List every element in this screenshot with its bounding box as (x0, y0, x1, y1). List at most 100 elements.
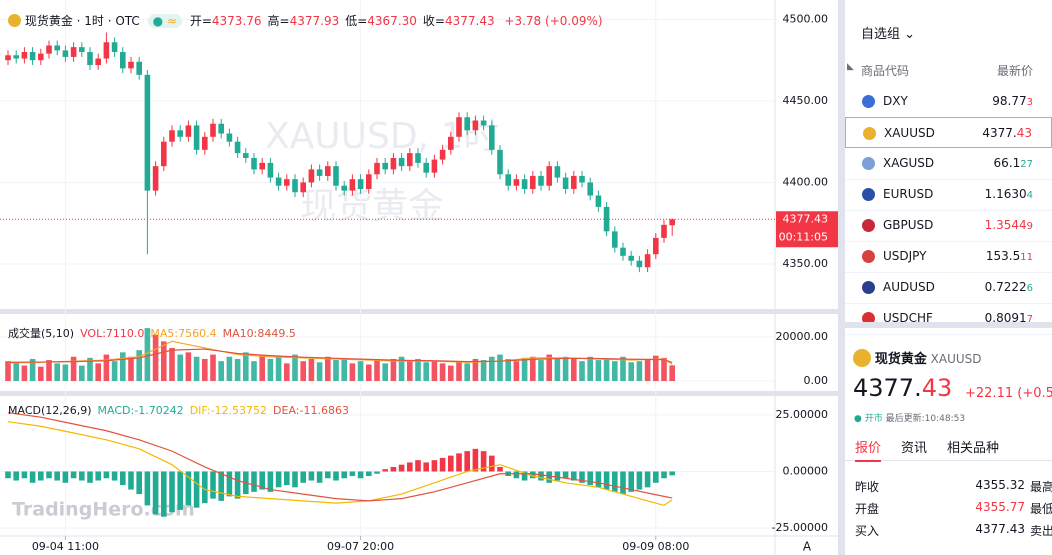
volume-bar (579, 361, 585, 381)
volume-bar (554, 358, 561, 381)
volume-bar (562, 356, 569, 381)
macd-bar (275, 471, 282, 488)
volume-bar (136, 350, 142, 381)
market-status: ● 开市 最后更新:10:48:53 (854, 414, 966, 424)
macd-bar (636, 471, 643, 490)
auto-button-label[interactable]: A (803, 540, 812, 554)
tab[interactable]: 相关品种 (947, 441, 1000, 456)
candle-body (456, 117, 462, 137)
tabs: 报价 资讯 相关品种 (845, 436, 1052, 462)
watchlist-row[interactable]: AUDUSD 0.72226 (845, 272, 1052, 304)
symbol-icon (862, 157, 875, 170)
side-panel: 自选组 ⌄ ◣ 商品代码 最新价 DXY 98.773 XAUUSD 4377.43 X… (845, 0, 1052, 555)
macd-bar (5, 471, 11, 479)
macd-bar (357, 471, 364, 479)
macd-bar (111, 471, 118, 481)
volume-bar (390, 358, 397, 381)
price: 4377. (982, 126, 1017, 140)
chart-area: XAUUSD, 1时 现货黄金 TradingHero.com 4500.004… (0, 0, 838, 555)
volume-bar (603, 358, 610, 381)
macd-bar (423, 462, 429, 472)
macd-bar (325, 471, 331, 479)
macd-bar (382, 469, 388, 472)
candle-body (513, 179, 520, 186)
candle-body (79, 47, 85, 53)
candle-body (341, 185, 347, 191)
watchlist-title[interactable]: 自选组 ⌄ (861, 23, 915, 42)
macd-bar (661, 471, 667, 479)
countdown: 00:11:05 (779, 230, 828, 243)
stat-label: 昨收 (855, 480, 880, 494)
watchlist-row[interactable]: USDJPY 153.511 (845, 241, 1052, 273)
watchlist-row[interactable]: GBPUSD 1.35449 (845, 210, 1052, 242)
volume-bar (456, 361, 462, 381)
candle-body (234, 141, 241, 154)
candle-body (275, 177, 282, 186)
watchlist-row[interactable]: EURUSD 1.16304 (845, 179, 1052, 211)
macd-bar (669, 471, 675, 476)
candle-body (562, 177, 569, 189)
candle-body (366, 174, 372, 189)
candle-body (144, 74, 151, 191)
macd-bar (79, 471, 85, 481)
volume-bar (472, 358, 479, 381)
symbol: AUDUSD (883, 280, 935, 294)
last-price: 153.511 (986, 249, 1033, 263)
volume-bar (284, 363, 290, 381)
tab[interactable]: 报价 (855, 437, 882, 462)
stat-label: 开盘 (855, 502, 880, 516)
status-text: 开市 (864, 414, 883, 424)
candle-body (259, 162, 265, 170)
volume-bar (316, 362, 323, 381)
macd-bar (398, 464, 405, 472)
volume-bar (349, 363, 356, 381)
macd-bar (521, 471, 528, 481)
watchlist-row[interactable]: DXY 98.773 (845, 86, 1052, 118)
candle-body (333, 166, 339, 186)
macd-bar (349, 471, 356, 476)
candle-body (38, 53, 44, 61)
ohlc-value: 4373.76 (211, 14, 262, 28)
volume-bar (300, 361, 306, 381)
legend-item: DIF:-12.53752 (189, 404, 268, 417)
candle-body (464, 117, 470, 131)
volume-bar (341, 358, 347, 381)
ohlc-label: 低= (345, 14, 368, 28)
last-price-box (776, 211, 838, 248)
candle-body (620, 247, 626, 256)
y-tick-label: -25.00000 (772, 521, 828, 534)
status-pill[interactable]: ● ≈ (147, 14, 183, 28)
symbol-header: 现货黄金 · 1时 · OTC ● ≈ 开=4373.76 高=4377.93 低=… (8, 12, 603, 29)
watchlist-row[interactable]: XAUUSD 4377.43 (845, 117, 1052, 148)
candle-body (251, 158, 257, 170)
volume-bar (5, 361, 11, 381)
watchlist-row[interactable]: USDCHF 0.80917 (845, 303, 1052, 335)
symbol-icon (862, 312, 875, 325)
volume-bar (423, 362, 429, 381)
price: 66.1 (993, 156, 1021, 170)
candle-body (669, 219, 675, 226)
legend-item: VOL:7110.0 (80, 327, 145, 340)
watchlist-row[interactable]: XAGUSD 66.127 (845, 148, 1052, 180)
indicator-line (7, 412, 673, 502)
auto-button[interactable] (797, 537, 817, 555)
candle-body (374, 162, 380, 175)
macd-bar (653, 471, 659, 483)
macd-bar (595, 471, 602, 488)
macd-bar (448, 455, 454, 472)
macd-bar (431, 460, 438, 472)
volume-bar (325, 356, 331, 381)
legend-item: MACD:-1.70242 (97, 404, 184, 417)
price: 1.1630 (984, 187, 1027, 201)
x-tick-label: 09-04 11:00 (32, 540, 99, 553)
watchlist-name: 自选组 (861, 27, 901, 42)
panel-separator (845, 322, 1052, 328)
volume-bar (595, 360, 602, 381)
candle-body (161, 141, 167, 167)
volume-bar (612, 361, 618, 381)
price-main: 4377. (853, 374, 922, 402)
candle-body (152, 166, 159, 191)
tab[interactable]: 资讯 (901, 441, 928, 456)
candle-body (407, 153, 413, 167)
